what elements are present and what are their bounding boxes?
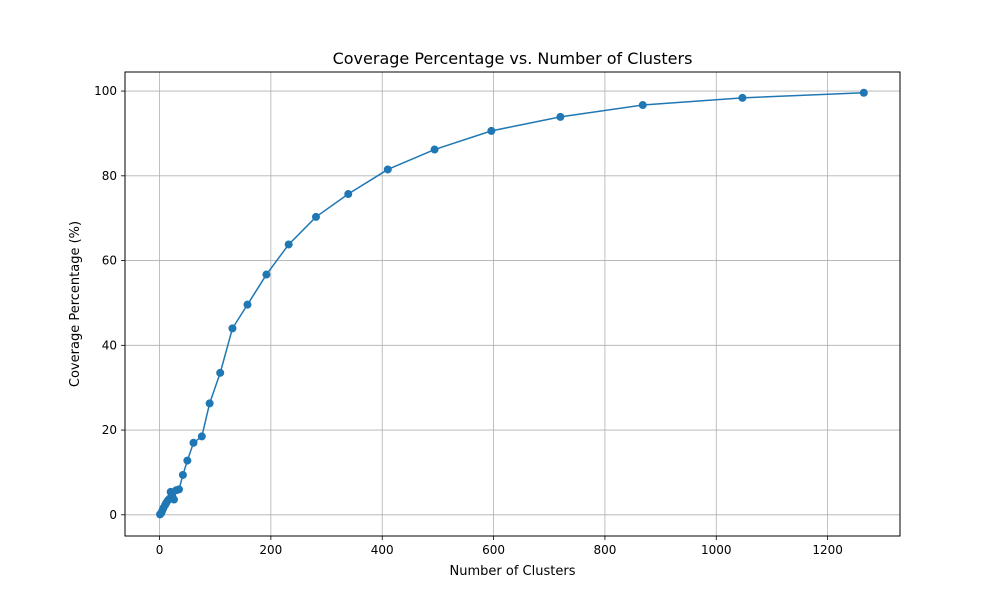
- grid-layer: [125, 72, 900, 536]
- data-point: [284, 240, 293, 249]
- data-point: [262, 270, 271, 279]
- data-point: [175, 485, 184, 494]
- data-point: [430, 145, 439, 154]
- tick-layer: 0 200 400 600 800 1000 1200 0 20 40 60 80 100: [94, 84, 843, 557]
- data-point: [183, 456, 192, 465]
- chart-title: Coverage Percentage vs. Number of Cluste…: [333, 49, 693, 68]
- x-tick-label: 200: [259, 543, 282, 557]
- data-point: [205, 399, 214, 408]
- series-layer: [156, 88, 868, 519]
- data-point: [197, 432, 206, 441]
- data-point: [178, 470, 187, 479]
- y-tick-label: 40: [102, 338, 117, 352]
- x-tick-label: 0: [156, 543, 164, 557]
- y-tick-label: 20: [102, 423, 117, 437]
- data-point: [738, 93, 747, 102]
- data-point: [487, 126, 496, 135]
- plot-frame: [124, 71, 901, 537]
- x-tick-label: 1000: [701, 543, 732, 557]
- data-point: [638, 101, 647, 110]
- x-tick-label: 400: [371, 543, 394, 557]
- y-tick-label: 80: [102, 169, 117, 183]
- data-point: [243, 300, 252, 309]
- x-tick-label: 800: [593, 543, 616, 557]
- data-point: [383, 165, 392, 174]
- data-point: [216, 368, 225, 377]
- data-point: [311, 212, 320, 221]
- y-tick-label: 0: [109, 508, 117, 522]
- y-tick-label: 100: [94, 84, 117, 98]
- data-point: [169, 495, 178, 504]
- data-point: [189, 438, 198, 447]
- x-tick-label: 600: [482, 543, 505, 557]
- data-point: [228, 324, 237, 333]
- x-tick-label: 1200: [812, 543, 843, 557]
- y-tick-label: 60: [102, 254, 117, 268]
- data-point: [344, 190, 353, 199]
- data-point: [859, 88, 868, 97]
- series-line: [159, 92, 864, 515]
- y-axis-label: Coverage Percentage (%): [68, 221, 83, 387]
- x-axis-label: Number of Clusters: [450, 564, 576, 579]
- data-point: [556, 112, 565, 121]
